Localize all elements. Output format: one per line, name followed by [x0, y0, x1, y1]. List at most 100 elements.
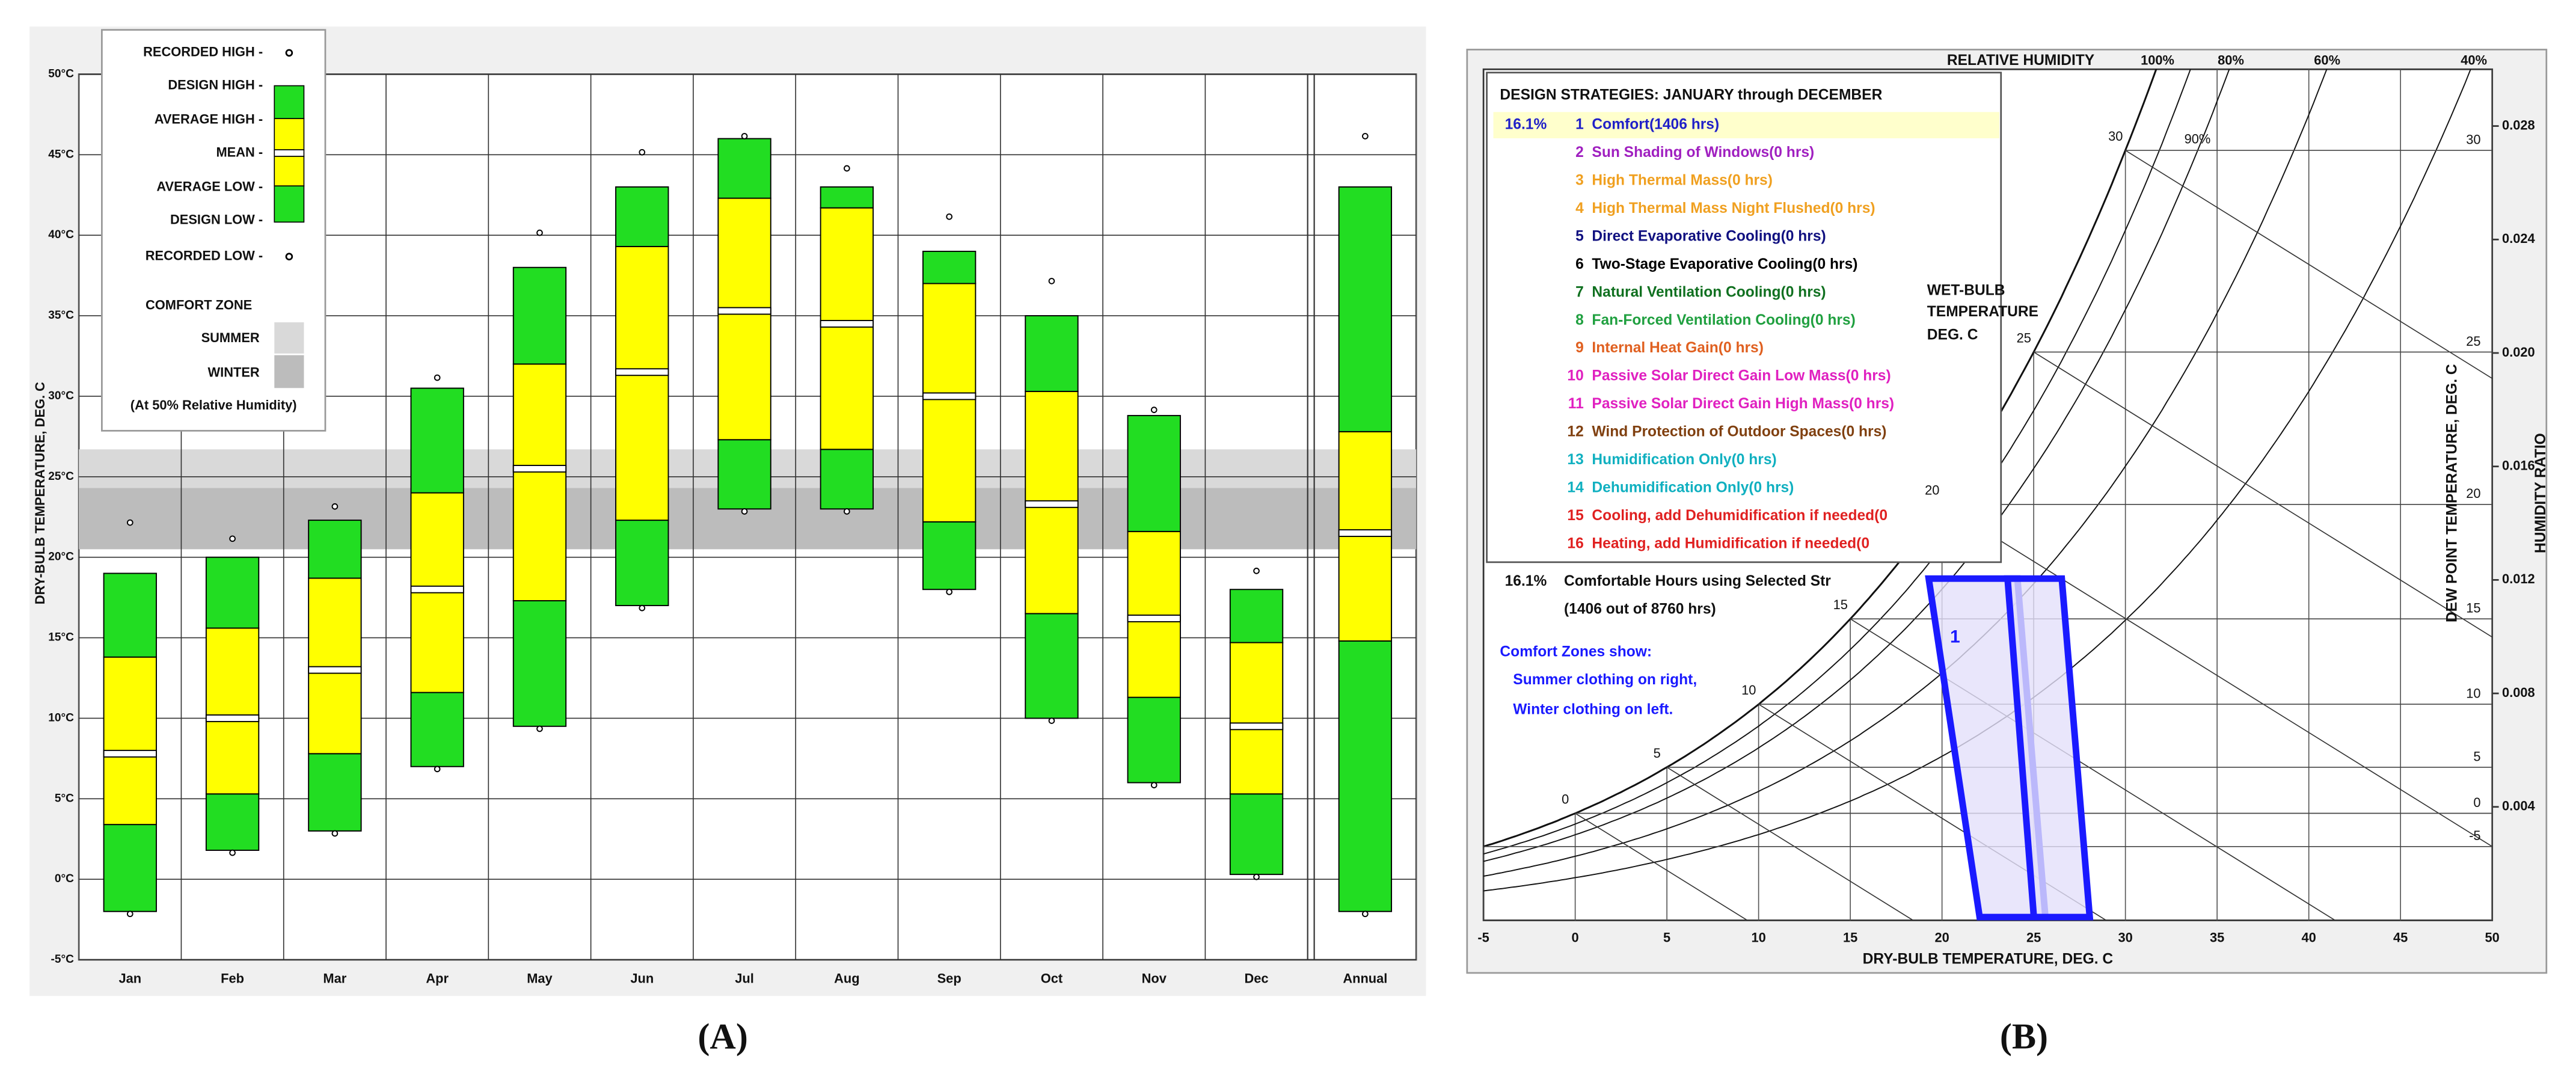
rh-label: 100%	[2141, 52, 2174, 67]
strategy-number: 6	[1575, 256, 1584, 272]
x-tick-label: 20	[1934, 930, 1949, 945]
design-low-bar	[103, 824, 157, 912]
design-low-bar	[820, 449, 874, 510]
wet-bulb-label: 30	[2108, 129, 2123, 144]
x-axis-label: DRY-BULB TEMPERATURE, DEG. C	[1863, 951, 2114, 968]
rh-curve	[1483, 69, 2191, 855]
recorded-high	[1362, 133, 1369, 140]
mean-marker	[717, 307, 771, 315]
legend-swatch	[274, 185, 305, 223]
mean-marker	[512, 465, 567, 473]
dew-point-label: 0	[2473, 795, 2480, 810]
wetbulb-title: DEG. C	[1927, 327, 1978, 343]
average-bar	[308, 577, 362, 755]
x-tick-label: 50	[2485, 930, 2500, 945]
strategy-label: Dehumidification Only(0 hrs)	[1592, 479, 1794, 496]
strategy-label: Cooling, add Dehumidification if needed(…	[1592, 508, 1888, 524]
chart-a: -5°C 0°C 5°C 10°C 15°C 20°C 25°C 30°C 35°C 40°C 45…	[48, 67, 1417, 986]
legend-label: MEAN -	[216, 144, 263, 159]
strategy-number: 3	[1575, 173, 1584, 189]
y-tick-label: 20°C	[48, 551, 74, 563]
mean-marker	[1338, 529, 1393, 537]
wet-bulb-label: 25	[2017, 330, 2031, 345]
x-tick-label: 25	[2026, 930, 2041, 945]
strategy-label: Passive Solar Direct Gain Low Mass(0 hrs…	[1592, 368, 1891, 384]
legend-note: (At 50% Relative Humidity)	[130, 397, 297, 413]
summary-percent: 16.1%	[1505, 573, 1547, 589]
recorded-high	[741, 133, 748, 140]
design-low-bar	[410, 692, 464, 767]
legend-label: DESIGN HIGH -	[168, 77, 263, 92]
recorded-high	[844, 165, 850, 172]
highlight-percent: 16.1%	[1505, 117, 1547, 133]
legend-label: COMFORT ZONE	[146, 297, 252, 312]
recorded-low	[1362, 910, 1369, 918]
recorded-high	[126, 519, 133, 526]
recorded-low	[639, 604, 646, 612]
recorded-low	[844, 508, 850, 515]
strategy-number: 4	[1575, 200, 1584, 216]
y2-axis-label: HUMIDITY RATIO	[2533, 433, 2549, 553]
average-bar	[717, 197, 771, 441]
wet-bulb-line	[1575, 812, 1748, 921]
design-low-bar	[205, 793, 260, 851]
recorded-high	[229, 535, 236, 542]
design-high-bar	[1338, 186, 1393, 432]
x-tick-label: 45	[2393, 930, 2408, 945]
recorded-low	[1150, 782, 1158, 788]
legend-label: AVERAGE HIGH -	[155, 112, 263, 127]
y-tick-label: 50°C	[48, 67, 74, 80]
x-tick-label: Annual	[1343, 971, 1387, 986]
design-low-bar	[1025, 613, 1079, 719]
design-high-bar	[103, 572, 157, 658]
x-tick-label: 30	[2118, 930, 2132, 945]
y2-tick-label: 0.004	[2502, 799, 2536, 814]
recorded-low	[331, 830, 339, 837]
rh-curve	[1483, 69, 2157, 848]
legend-label: RECORDED LOW -	[146, 248, 263, 263]
strategy-label: Fan-Forced Ventilation Cooling(0 hrs)	[1592, 312, 1855, 328]
x-tick-label: Jun	[630, 971, 654, 986]
comfort-zones: 1	[1925, 575, 2094, 921]
x-tick-label: Nov	[1142, 971, 1167, 986]
strategy-number: 1	[1575, 117, 1584, 133]
x-tick-label: Sep	[937, 971, 961, 986]
x-tick-label: 40	[2301, 930, 2316, 945]
average-bar	[205, 627, 260, 795]
average-bar	[1127, 530, 1181, 698]
wet-bulb-label: 0	[1562, 791, 1569, 806]
y-tick-label: 5°C	[55, 792, 74, 805]
x-tick-label: Feb	[221, 971, 244, 986]
y-tick-label: 40°C	[48, 229, 74, 241]
y-tick-label: 30°C	[48, 390, 74, 402]
strategy-label: High Thermal Mass(0 hrs)	[1592, 173, 1772, 189]
design-high-bar	[512, 266, 567, 365]
design-low-bar	[1127, 696, 1181, 784]
x-tick-label: 0	[1572, 930, 1579, 945]
legend-label: DESIGN LOW -	[170, 212, 263, 227]
strategy-number: 5	[1575, 228, 1584, 244]
recorded-high	[1253, 568, 1260, 574]
strategy-title: DESIGN STRATEGIES: JANUARY through DECEM…	[1500, 87, 1882, 103]
strategy-label: Two-Stage Evaporative Cooling(0 hrs)	[1592, 256, 1857, 272]
strategy-label: Comfort(1406 hrs)	[1592, 117, 1719, 133]
recorded-low	[229, 849, 236, 856]
summary-hours: (1406 out of 8760 hrs)	[1564, 601, 1716, 618]
x-tick-label: 15	[1843, 930, 1857, 945]
dew-point-label: 10	[2466, 686, 2480, 701]
recorded-low	[536, 725, 543, 732]
strategy-label: Wind Protection of Outdoor Spaces(0 hrs)	[1592, 424, 1886, 440]
legend-swatch	[274, 149, 305, 157]
y2-tick-label: 0.016	[2502, 458, 2535, 473]
strategy-number: 9	[1575, 340, 1584, 356]
average-bar	[512, 363, 567, 601]
legend-label: AVERAGE LOW -	[156, 179, 263, 194]
wetbulb-title: WET-BULB	[1927, 283, 2005, 299]
dew-point-label: 30	[2466, 132, 2480, 147]
legend-label: SUMMER	[201, 330, 260, 345]
mean-marker	[103, 749, 157, 758]
strategy-number: 13	[1567, 452, 1583, 468]
strategy-label: Internal Heat Gain(0 hrs)	[1592, 340, 1763, 356]
legend-label: WINTER	[208, 364, 260, 379]
